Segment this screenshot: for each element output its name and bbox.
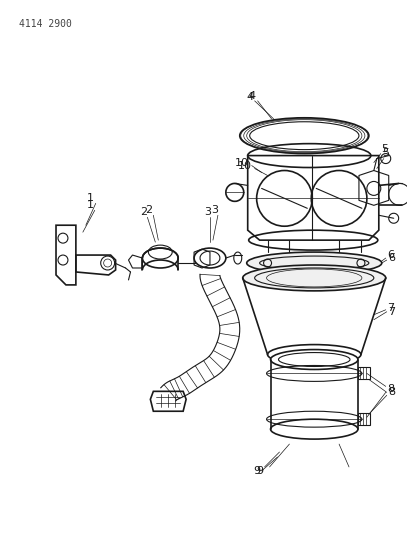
Text: 10: 10: [238, 160, 252, 171]
Text: 4: 4: [246, 92, 253, 102]
Text: 4: 4: [248, 91, 255, 101]
Text: 1: 1: [87, 200, 94, 211]
Text: 7: 7: [388, 307, 395, 317]
Text: 7: 7: [387, 303, 394, 313]
Text: 5: 5: [382, 148, 389, 158]
Text: 5: 5: [381, 143, 388, 154]
Text: 6: 6: [388, 253, 395, 263]
Text: 2: 2: [140, 207, 147, 217]
Text: 6: 6: [387, 250, 394, 260]
Text: 3: 3: [204, 207, 211, 217]
Text: 2: 2: [145, 205, 152, 215]
Text: 4114 2900: 4114 2900: [19, 19, 72, 29]
Text: 10: 10: [235, 158, 249, 167]
Ellipse shape: [271, 350, 358, 369]
Text: 8: 8: [387, 384, 394, 394]
Text: 9: 9: [256, 466, 263, 476]
Text: 8: 8: [388, 387, 395, 397]
Ellipse shape: [243, 265, 386, 291]
Ellipse shape: [247, 252, 382, 274]
Text: 1: 1: [87, 193, 94, 204]
Text: 9: 9: [253, 466, 260, 476]
Text: 3: 3: [211, 205, 218, 215]
